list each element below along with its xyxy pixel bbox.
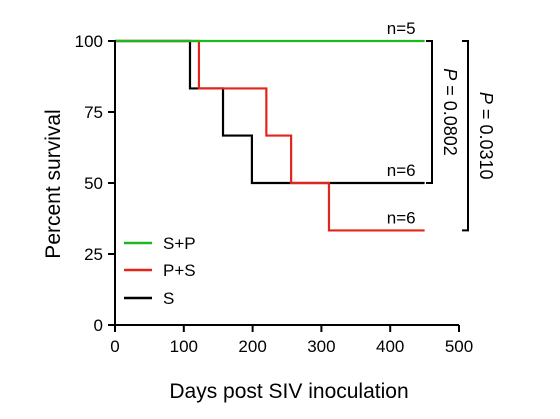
significance-bracket [426,40,433,184]
series-line-p-s [115,39,425,232]
n-label: n=5 [387,19,416,38]
p-value-label: P = 0.0310 [476,92,496,180]
n-label: n=6 [387,208,416,227]
legend-label-s-p: S+P [163,234,196,253]
significance-bracket [462,40,469,232]
y-axis-title: Percent survival [42,109,65,258]
x-tick-label: 200 [238,337,266,356]
legend: S+P P+S S [124,234,196,308]
y-tick-label: 50 [84,174,103,193]
y-tick-label: 75 [84,103,103,122]
x-tick-label: 0 [110,337,119,356]
x-axis-title: Days post SIV inoculation [169,380,408,403]
n-labels: n=5 n=6 n=6 [387,19,416,227]
axes-layer: Days post SIV inoculation Percent surviv… [42,40,459,403]
x-tick-label: 500 [445,337,473,356]
legend-label-s: S [163,289,174,308]
legend-label-p-s: P+S [163,261,196,280]
y-tick-labels: 0 25 50 75 100 [75,32,115,335]
n-label: n=6 [387,161,416,180]
y-tick-label: 25 [84,245,103,264]
series-line-s [115,39,425,185]
x-tick-label: 400 [376,337,404,356]
significance-brackets: P = 0.0802 P = 0.0310 [426,40,496,232]
x-tick-label: 300 [307,337,335,356]
x-tick-label: 100 [170,337,198,356]
p-value-label: P = 0.0802 [440,68,460,156]
x-tick-labels: 0 100 200 300 400 500 [110,325,473,356]
y-tick-label: 100 [75,32,103,51]
y-tick-label: 0 [94,316,103,335]
series-layer [115,39,425,232]
